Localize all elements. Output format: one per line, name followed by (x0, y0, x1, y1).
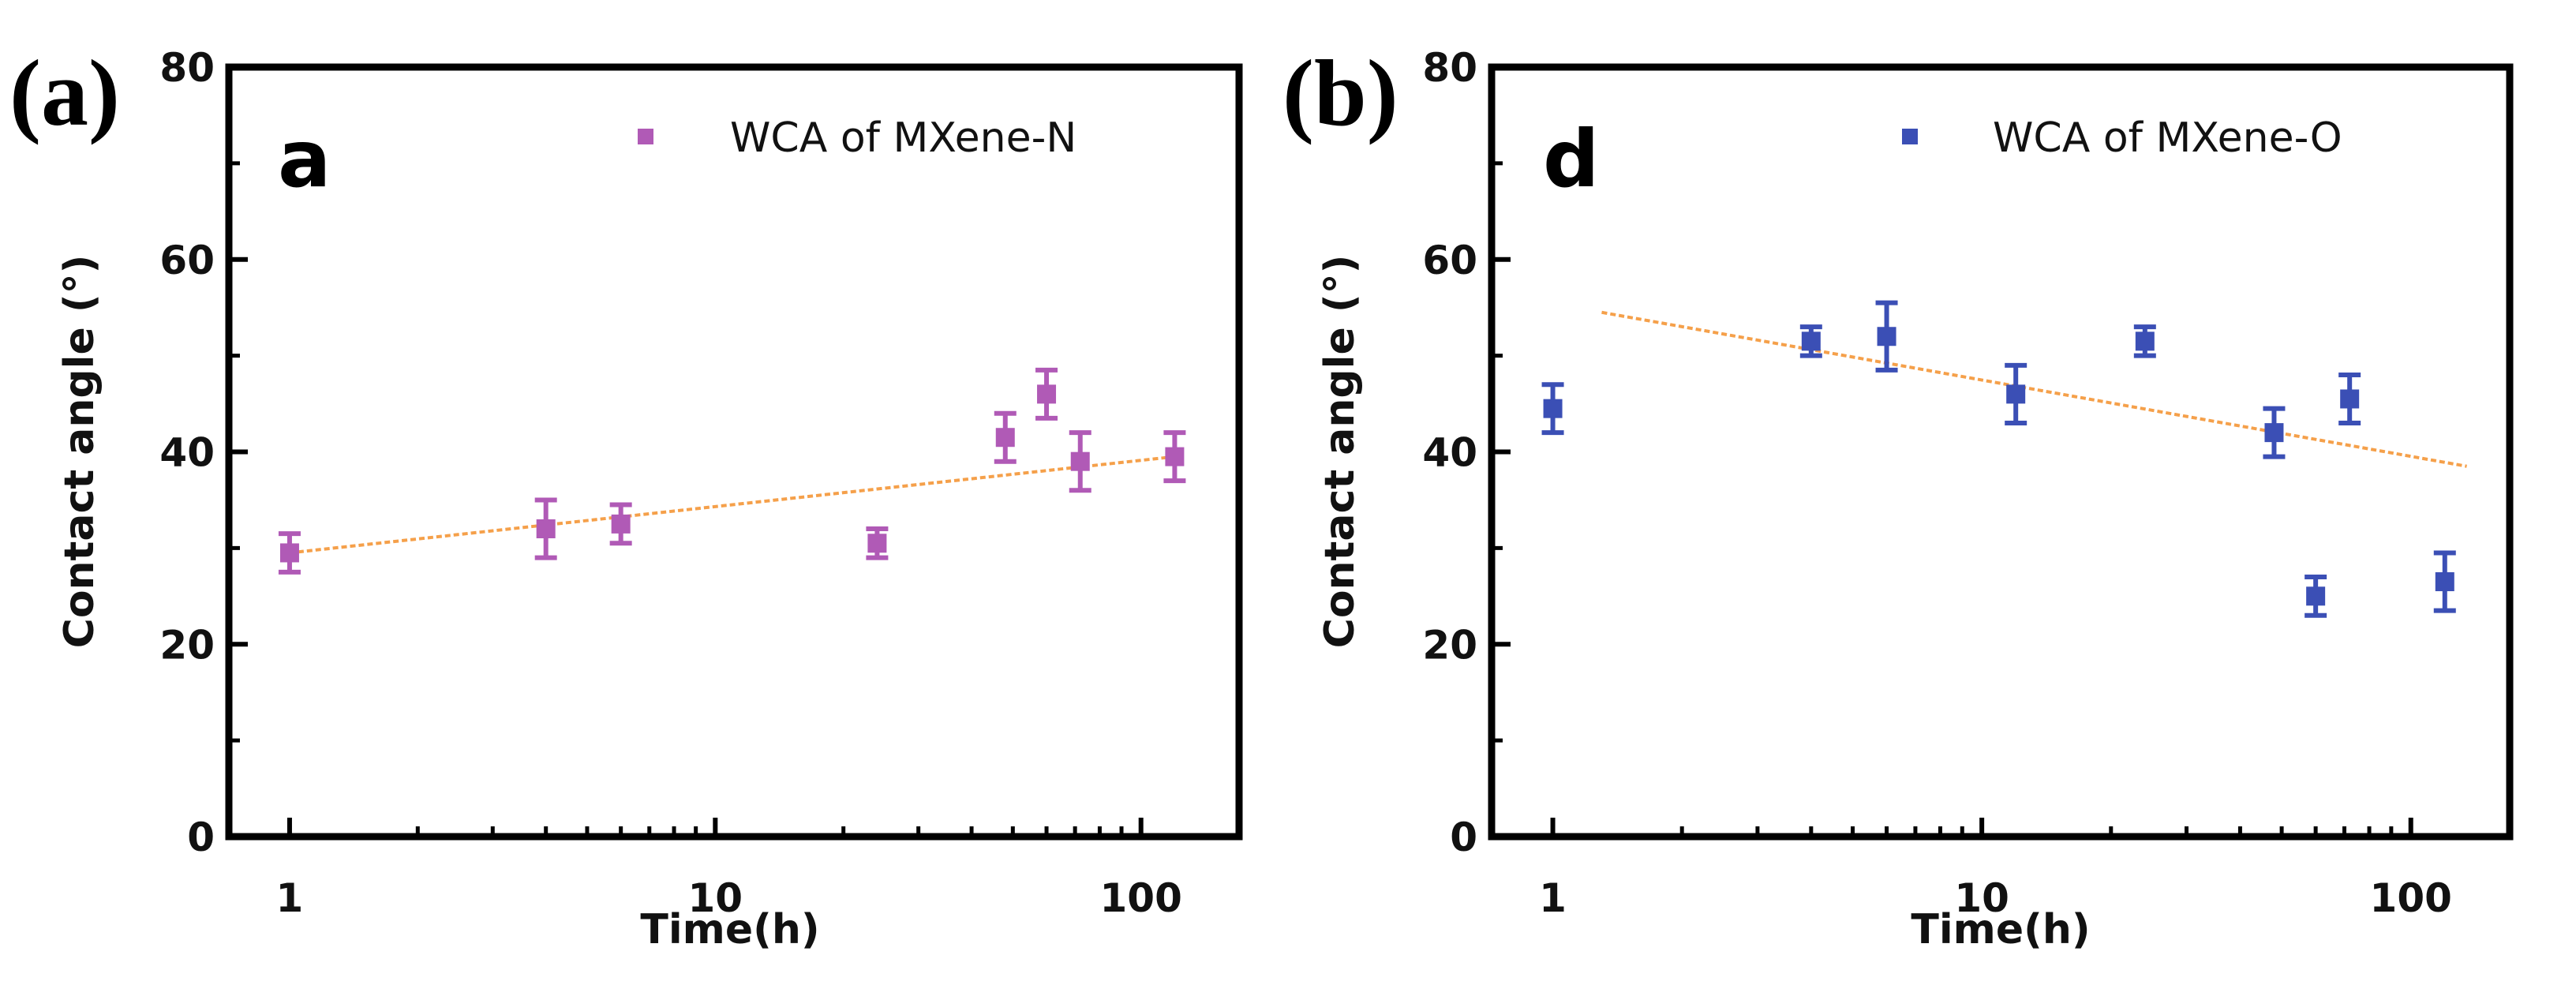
data-point (1165, 447, 1185, 466)
x-tick-label-10: 10 (688, 875, 743, 921)
x-tick-label-10: 10 (1954, 875, 2009, 921)
legend-marker (638, 129, 653, 144)
data-points (1541, 300, 2456, 618)
panel-tag-a: (a) (9, 40, 120, 145)
data-point (2264, 423, 2284, 443)
trend-line-group (1601, 310, 2467, 468)
legend-label: WCA of MXene-N (730, 114, 1076, 162)
plot-frame (1488, 63, 2514, 841)
data-point (536, 519, 556, 538)
y-tick-label-40: 40 (1422, 430, 1477, 476)
x-tick-label-1: 1 (1539, 875, 1567, 921)
data-point (611, 514, 631, 534)
data-point (2306, 586, 2326, 606)
panel-a: (a) a 0 20 40 60 80 1 10 100 WCA of MXene-N Tim… (9, 40, 1243, 953)
y-tick-label-60: 60 (1422, 238, 1477, 283)
data-point (1037, 384, 1057, 404)
x-tick-label-1: 1 (276, 875, 304, 921)
panel-tag-b: (b) (1282, 40, 1398, 145)
panel-letter-d: d (1543, 113, 1600, 205)
trend-line-group (289, 455, 1175, 555)
data-point (2340, 389, 2360, 409)
axis-ticks: 0 20 40 60 80 1 10 100 (159, 45, 1181, 921)
y-axis-title: Contact angle (°) (1316, 255, 1364, 649)
legend-marker (1902, 129, 1918, 144)
y-tick-label-60: 60 (159, 238, 215, 283)
data-point (2435, 572, 2454, 592)
data-point (279, 543, 299, 563)
data-point (1070, 451, 1090, 471)
data-point (995, 428, 1015, 448)
y-axis-title: Contact angle (°) (56, 255, 103, 649)
data-point (1877, 327, 1896, 346)
data-point (1801, 331, 1821, 351)
x-tick-label-100: 100 (1100, 875, 1182, 921)
x-tick-label-100: 100 (2370, 875, 2452, 921)
data-point (2135, 331, 2155, 351)
x-axis-title: Time(h) (640, 906, 819, 953)
legend-label: WCA of MXene-O (1993, 114, 2342, 162)
y-tick-label-80: 80 (159, 45, 215, 91)
data-point (2006, 384, 2026, 404)
y-tick-label-40: 40 (159, 430, 215, 476)
y-tick-label-80: 80 (1422, 45, 1477, 91)
panel-b: (b) d 0 20 40 60 80 1 10 100 WCA of MXene-O Tim… (1282, 40, 2514, 953)
data-point (1543, 399, 1563, 418)
plot-frame (225, 63, 1243, 841)
x-axis-title: Time(h) (1911, 906, 2090, 953)
y-tick-label-0: 0 (187, 815, 215, 860)
trend-line (289, 455, 1175, 555)
data-point (867, 534, 887, 553)
data-points (278, 367, 1186, 575)
y-tick-label-20: 20 (159, 622, 215, 668)
y-tick-label-0: 0 (1450, 815, 1477, 860)
panel-letter-a: a (278, 113, 331, 205)
y-tick-label-20: 20 (1422, 622, 1477, 668)
trend-line (1601, 310, 2467, 468)
